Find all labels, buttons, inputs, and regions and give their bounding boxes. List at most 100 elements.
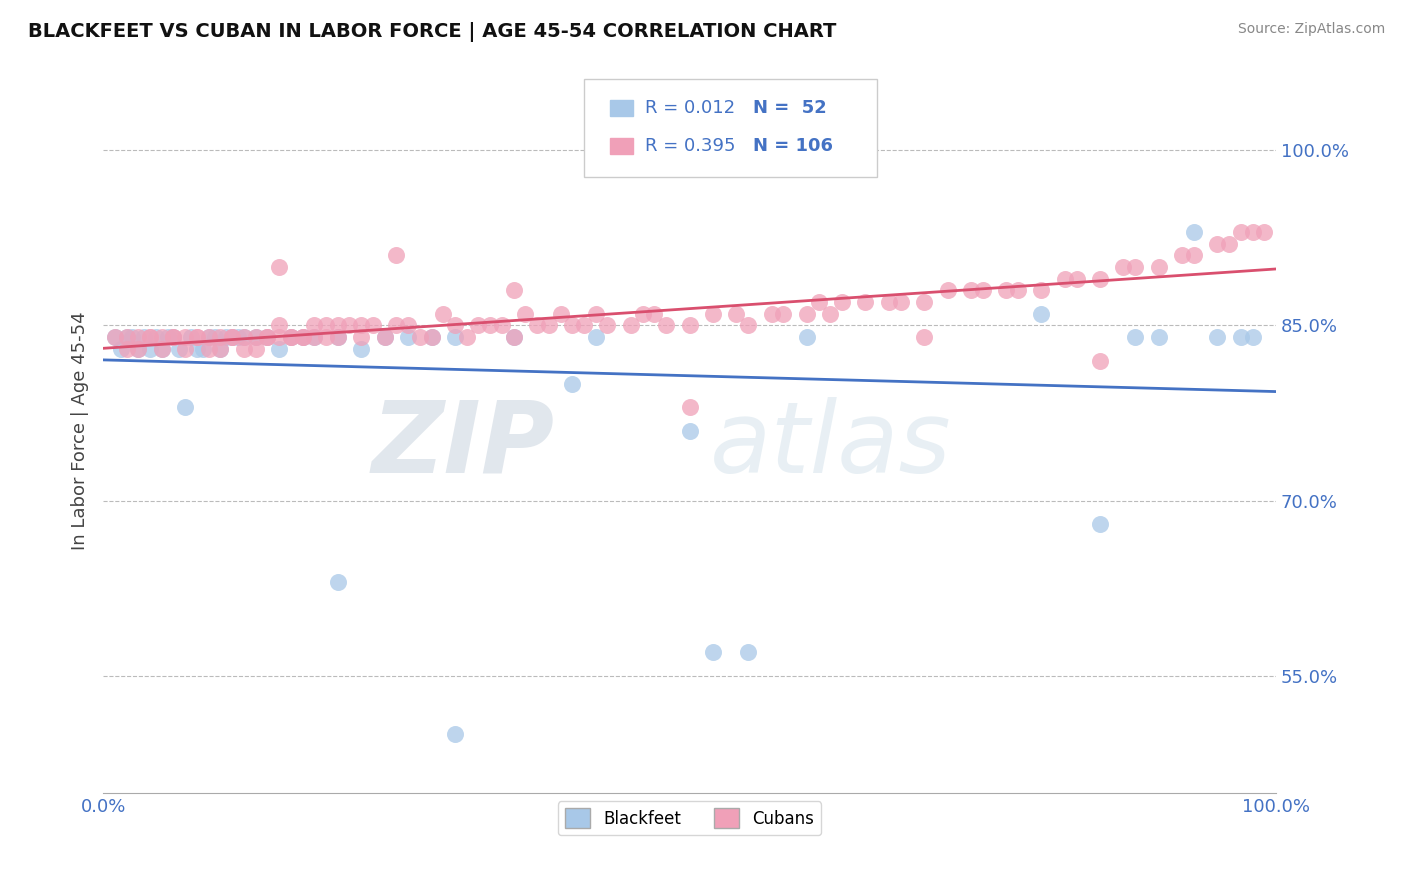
Point bbox=[121, 330, 143, 344]
Point bbox=[221, 330, 243, 344]
Point bbox=[256, 330, 278, 344]
Point bbox=[678, 318, 700, 333]
Point bbox=[350, 318, 373, 333]
Point bbox=[226, 330, 249, 344]
Point bbox=[620, 318, 643, 333]
Point bbox=[396, 330, 419, 344]
Point bbox=[197, 342, 219, 356]
Point bbox=[1147, 330, 1170, 344]
Point bbox=[725, 307, 748, 321]
Point bbox=[209, 342, 232, 356]
Point bbox=[174, 401, 197, 415]
Point bbox=[280, 330, 302, 344]
Point bbox=[561, 376, 583, 391]
Point bbox=[361, 318, 384, 333]
Point bbox=[139, 330, 162, 344]
Point bbox=[1088, 272, 1111, 286]
Point bbox=[302, 330, 325, 344]
Point bbox=[420, 330, 443, 344]
Point bbox=[515, 307, 537, 321]
Point bbox=[232, 330, 254, 344]
Point bbox=[972, 284, 994, 298]
Point bbox=[280, 330, 302, 344]
Point bbox=[820, 307, 842, 321]
Point bbox=[245, 330, 267, 344]
Point bbox=[1031, 307, 1053, 321]
Point bbox=[912, 295, 935, 310]
Point bbox=[420, 330, 443, 344]
Point bbox=[291, 330, 314, 344]
Point bbox=[350, 330, 373, 344]
Text: atlas: atlas bbox=[710, 397, 950, 493]
Point bbox=[502, 284, 524, 298]
Point bbox=[1123, 260, 1146, 274]
Point bbox=[315, 318, 337, 333]
Point bbox=[326, 330, 349, 344]
Point bbox=[444, 330, 467, 344]
Point bbox=[585, 307, 607, 321]
Point bbox=[291, 330, 314, 344]
Point bbox=[960, 284, 983, 298]
Point bbox=[831, 295, 853, 310]
Text: R = 0.012: R = 0.012 bbox=[645, 99, 735, 118]
Point bbox=[245, 330, 267, 344]
Point bbox=[302, 330, 325, 344]
Point bbox=[267, 318, 290, 333]
Point bbox=[772, 307, 794, 321]
Point bbox=[267, 342, 290, 356]
Point bbox=[232, 330, 254, 344]
Point bbox=[467, 318, 489, 333]
Point bbox=[162, 330, 184, 344]
Point bbox=[350, 342, 373, 356]
Point bbox=[1206, 330, 1229, 344]
Point bbox=[180, 330, 202, 344]
Point bbox=[444, 318, 467, 333]
Point bbox=[174, 342, 197, 356]
Point bbox=[596, 318, 619, 333]
Point bbox=[374, 330, 396, 344]
Point bbox=[139, 330, 162, 344]
Point bbox=[537, 318, 560, 333]
Point bbox=[631, 307, 654, 321]
Point bbox=[215, 330, 238, 344]
Point bbox=[396, 318, 419, 333]
Point bbox=[174, 330, 197, 344]
Point bbox=[204, 330, 226, 344]
Point bbox=[643, 307, 665, 321]
Point bbox=[245, 342, 267, 356]
Point bbox=[385, 318, 408, 333]
Point bbox=[150, 330, 173, 344]
Point bbox=[315, 330, 337, 344]
Point bbox=[761, 307, 783, 321]
Point bbox=[115, 330, 138, 344]
Point bbox=[221, 330, 243, 344]
Point bbox=[444, 727, 467, 741]
Point bbox=[655, 318, 678, 333]
Text: ZIP: ZIP bbox=[371, 397, 555, 493]
Point bbox=[280, 330, 302, 344]
Point bbox=[491, 318, 513, 333]
Point bbox=[1253, 225, 1275, 239]
Point bbox=[1206, 236, 1229, 251]
Point bbox=[1241, 225, 1264, 239]
Point bbox=[1182, 225, 1205, 239]
Point bbox=[197, 330, 219, 344]
Point bbox=[912, 330, 935, 344]
Point bbox=[134, 330, 156, 344]
Point bbox=[104, 330, 127, 344]
Point bbox=[191, 342, 214, 356]
Point bbox=[1053, 272, 1076, 286]
Point bbox=[936, 284, 959, 298]
Point bbox=[326, 330, 349, 344]
Point bbox=[1147, 260, 1170, 274]
Point bbox=[572, 318, 595, 333]
Point bbox=[1171, 248, 1194, 262]
Point bbox=[479, 318, 502, 333]
Point bbox=[796, 330, 818, 344]
Point bbox=[1088, 353, 1111, 368]
Point bbox=[678, 401, 700, 415]
Point bbox=[339, 318, 361, 333]
Point bbox=[115, 342, 138, 356]
Point bbox=[267, 330, 290, 344]
Point bbox=[150, 342, 173, 356]
